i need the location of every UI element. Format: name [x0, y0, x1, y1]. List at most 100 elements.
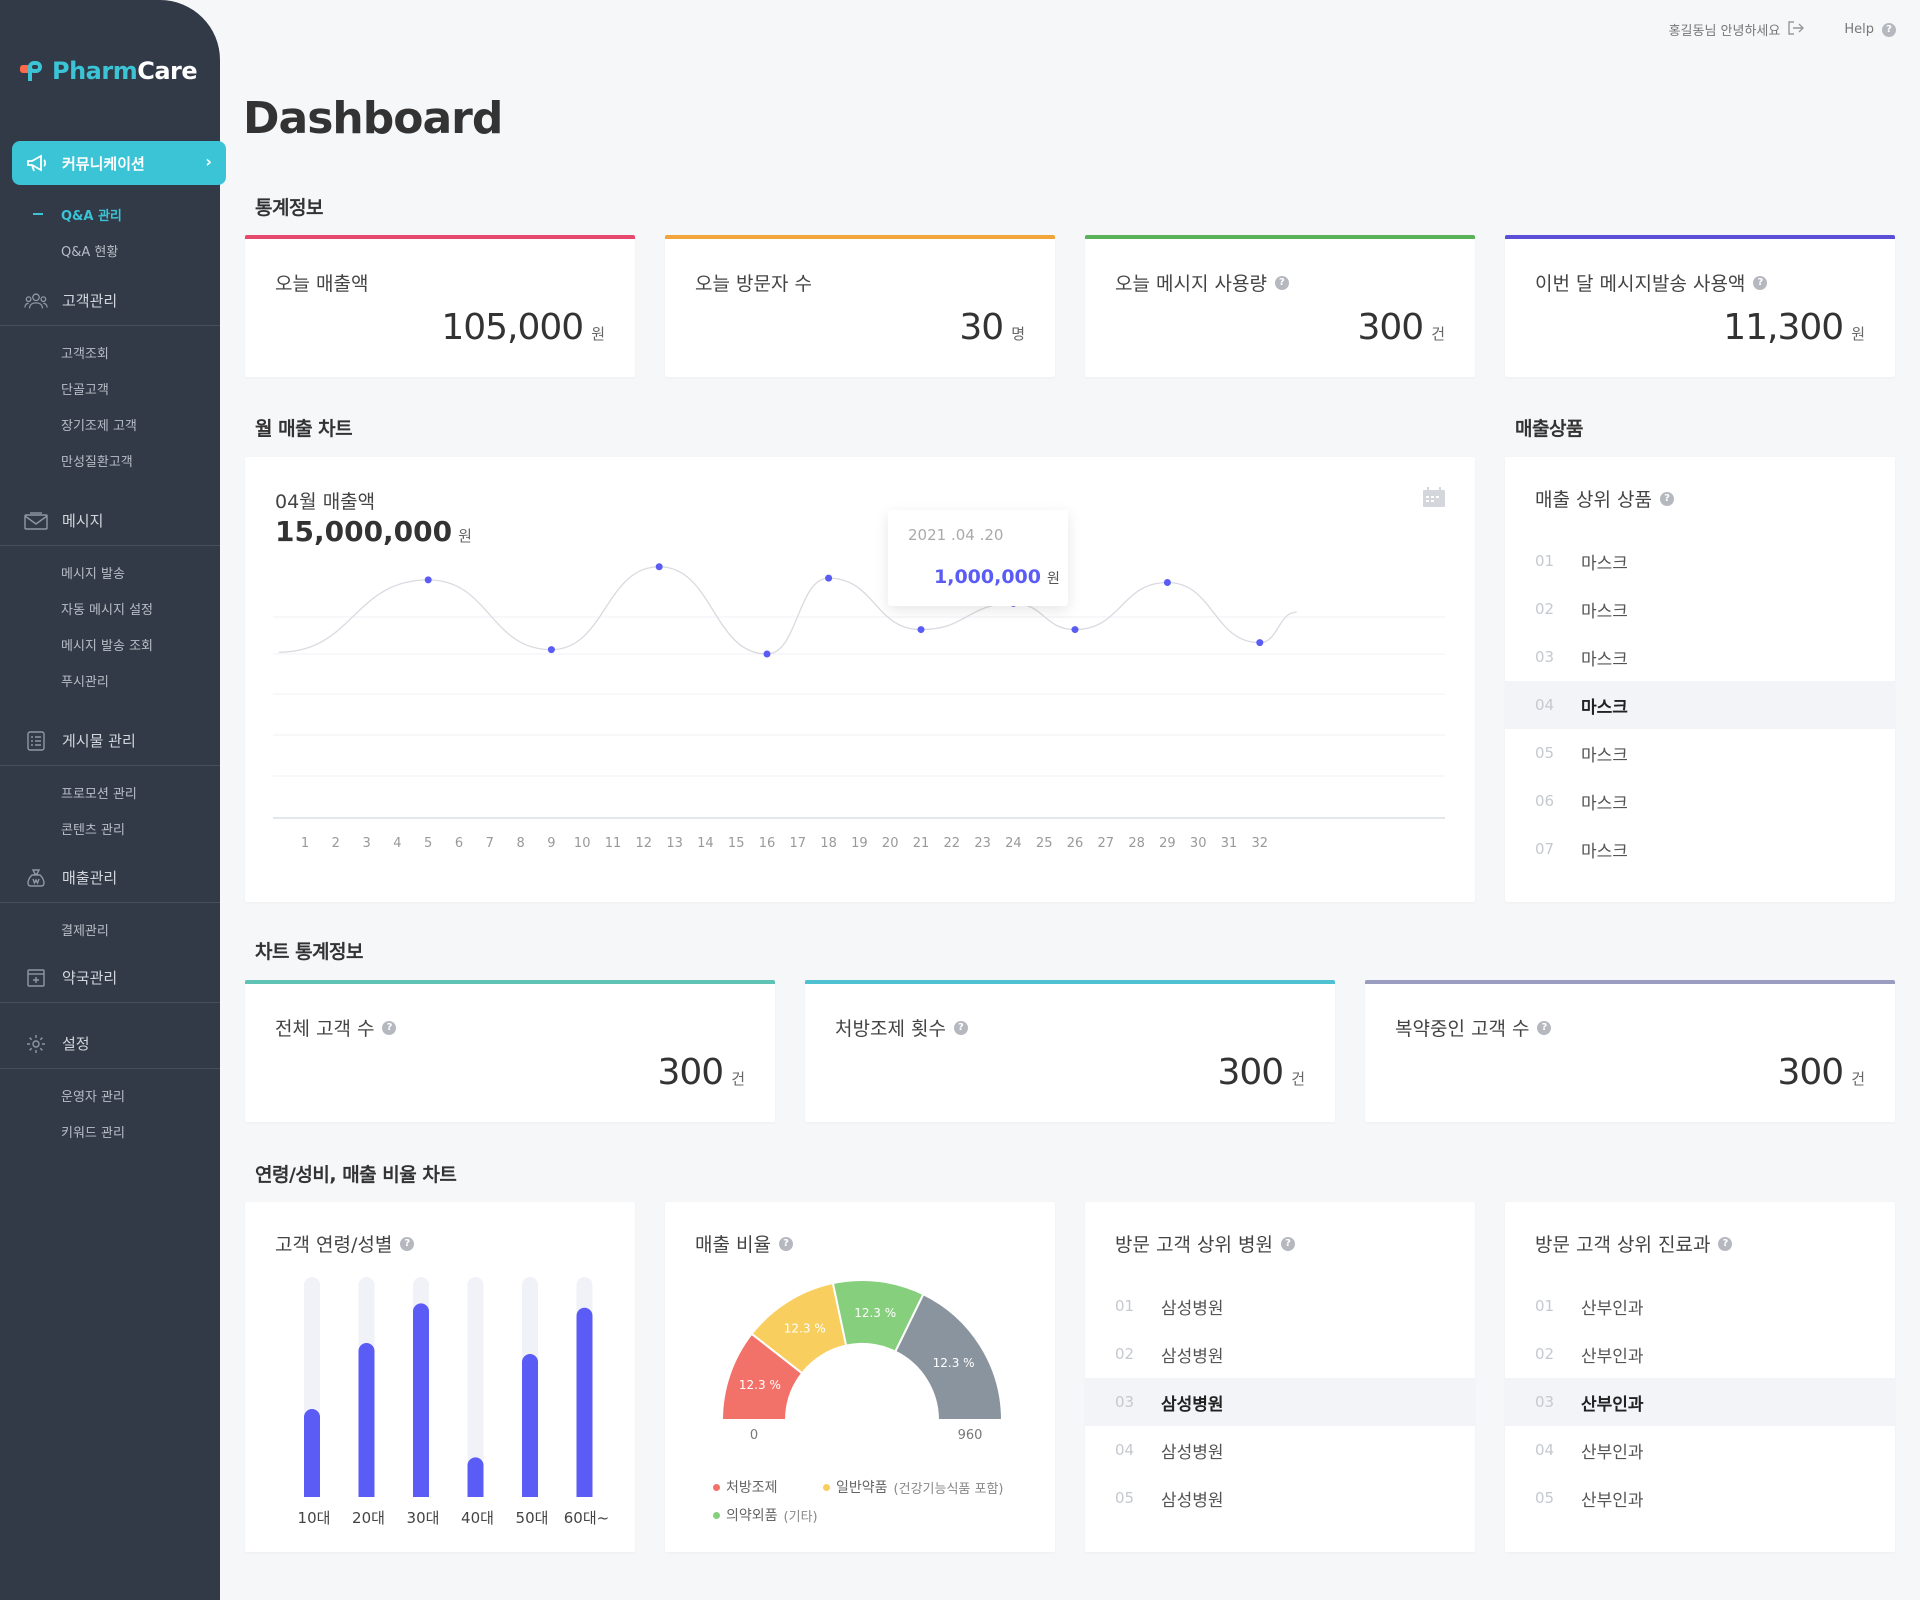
section-title-top-products: 매출상품 [1515, 418, 1583, 440]
x-tick-label: 5 [424, 836, 432, 851]
sidebar-subitem[interactable]: 만성질환고객 [61, 455, 133, 470]
help-icon[interactable]: ? [400, 1236, 415, 1251]
list-item[interactable]: 05 마스크 [1505, 729, 1895, 777]
rank-name: 마스크 [1581, 697, 1628, 718]
sidebar-subitem[interactable]: 운영자 관리 [61, 1090, 125, 1105]
list-item[interactable]: 01 마스크 [1505, 537, 1895, 585]
stat-value: 30 명 [959, 307, 1025, 348]
x-tick-label: 20대 [352, 1509, 385, 1527]
legend-item: 일반약품 (건강기능식품 포함) [823, 1477, 1004, 1497]
help-icon[interactable]: ? [1537, 1020, 1552, 1035]
segment-value-label: 12.3 % [854, 1306, 896, 1320]
rank-number: 06 [1535, 792, 1555, 810]
list-item[interactable]: 04 마스크 [1505, 681, 1895, 729]
legend-item: 처방조제 [713, 1477, 778, 1497]
legend-label: 의약외품 [726, 1508, 778, 1524]
card-title: 고객 연령/성별? [275, 1230, 415, 1257]
stat-value: 300 건 [1217, 1052, 1305, 1093]
data-point [1071, 626, 1079, 634]
list-item[interactable]: 03 마스크 [1505, 633, 1895, 681]
stat-label: 이번 달 메시지발송 사용액? [1535, 269, 1768, 296]
rank-name: 삼성병원 [1161, 1346, 1224, 1367]
sidebar-subitem[interactable]: 고객조회 [61, 347, 109, 362]
rank-name: 마스크 [1581, 793, 1628, 814]
help-icon[interactable]: ? [1753, 275, 1768, 290]
user-greeting[interactable]: 홍길동님 안녕하세요 [1669, 20, 1805, 39]
sidebar-subitem-qa-manage[interactable]: Q&A 관리 [61, 209, 122, 224]
list-item[interactable]: 07 마스크 [1505, 825, 1895, 873]
x-tick-label: 20 [882, 836, 899, 851]
sidebar-subitem[interactable]: 단골고객 [61, 383, 109, 398]
list-item[interactable]: 06 마스크 [1505, 777, 1895, 825]
x-tick-label: 32 [1252, 836, 1269, 851]
list-item[interactable]: 02 삼성병원 [1085, 1330, 1475, 1378]
logout-icon[interactable] [1788, 20, 1805, 39]
sidebar-subitem[interactable]: 자동 메시지 설정 [61, 603, 153, 618]
x-tick-label: 9 [547, 836, 555, 851]
list-item[interactable]: 01 삼성병원 [1085, 1282, 1475, 1330]
users-icon [24, 291, 48, 311]
help-icon[interactable]: ? [1659, 491, 1674, 506]
section-title-monthly-chart: 월 매출 차트 [255, 418, 353, 440]
list-item[interactable]: 03 삼성병원 [1085, 1378, 1475, 1426]
rank-name: 산부인과 [1581, 1298, 1644, 1319]
x-tick-label: 25 [1036, 836, 1053, 851]
calendar-icon[interactable] [1423, 487, 1445, 507]
help-icon[interactable]: ? [778, 1236, 793, 1251]
rank-name: 산부인과 [1581, 1394, 1644, 1415]
sidebar-item-label: 설정 [62, 1035, 90, 1053]
sidebar-subitem[interactable]: 콘텐츠 관리 [61, 823, 125, 838]
sidebar-item-posts[interactable]: 게시물 관리 [0, 716, 220, 766]
rank-number: 07 [1535, 840, 1555, 858]
list-item[interactable]: 05 삼성병원 [1085, 1474, 1475, 1522]
sidebar-subitem[interactable]: 메시지 발송 [61, 567, 125, 582]
sidebar-item-label: 메시지 [62, 512, 104, 530]
sidebar-item-communication[interactable]: 커뮤니케이션 › [12, 141, 226, 185]
sidebar-subitem[interactable]: 메시지 발송 조회 [61, 639, 153, 654]
list-item[interactable]: 03 산부인과 [1505, 1378, 1895, 1426]
tooltip-number: 1,000,000 [934, 566, 1041, 588]
help-icon[interactable]: ? [1280, 1236, 1295, 1251]
help-icon[interactable]: ? [1718, 1236, 1733, 1251]
x-tick-label: 12 [636, 836, 653, 851]
sidebar-subitem[interactable]: 장기조제 고객 [61, 419, 137, 434]
sidebar-subitem[interactable]: 결제관리 [61, 924, 109, 939]
sidebar-item-messages[interactable]: 메시지 [0, 496, 220, 546]
list-item[interactable]: 02 산부인과 [1505, 1330, 1895, 1378]
stat-card-total-customers: 전체 고객 수? 300 건 [245, 980, 775, 1122]
sidebar-item-label: 약국관리 [62, 969, 118, 987]
sidebar-subitem-qa-status[interactable]: Q&A 현황 [61, 245, 119, 260]
rank-number: 05 [1535, 744, 1555, 762]
stat-label-text: 이번 달 메시지발송 사용액 [1535, 273, 1746, 295]
card-title-text: 매출 상위 상품 [1535, 489, 1652, 511]
sidebar-item-settings[interactable]: 설정 [0, 1019, 220, 1069]
x-tick-label: 50대 [516, 1509, 549, 1527]
list-item[interactable]: 02 마스크 [1505, 585, 1895, 633]
data-point [763, 650, 771, 658]
x-tick-label: 10 [574, 836, 591, 851]
gauge-max-label: 960 [958, 1428, 983, 1443]
help-icon[interactable]: ? [1274, 275, 1289, 290]
rank-number: 01 [1535, 552, 1555, 570]
card-title: 매출 상위 상품? [1535, 485, 1674, 512]
help-link[interactable]: Help ? [1844, 22, 1896, 37]
sidebar-subitem[interactable]: 푸시관리 [61, 675, 109, 690]
stat-label: 복약중인 고객 수? [1395, 1014, 1552, 1041]
stat-unit: 건 [1291, 1070, 1305, 1088]
logo[interactable]: PharmCare [20, 57, 198, 85]
help-icon[interactable]: ? [382, 1020, 397, 1035]
help-icon[interactable]: ? [953, 1020, 968, 1035]
sidebar-subitem[interactable]: 프로모션 관리 [61, 787, 137, 802]
list-item[interactable]: 04 산부인과 [1505, 1426, 1895, 1474]
list-item[interactable]: 04 삼성병원 [1085, 1426, 1475, 1474]
sidebar-item-customers[interactable]: 고객관리 [0, 276, 220, 326]
sidebar-item-pharmacy[interactable]: 약국관리 [0, 953, 220, 1003]
sidebar-item-label: 매출관리 [62, 869, 118, 887]
stat-value: 105,000 원 [441, 307, 605, 348]
sidebar-subitem[interactable]: 키워드 관리 [61, 1126, 125, 1141]
x-tick-label: 14 [697, 836, 714, 851]
data-point [1163, 578, 1171, 586]
list-item[interactable]: 05 산부인과 [1505, 1474, 1895, 1522]
sidebar-item-sales[interactable]: 매출관리 [0, 853, 220, 903]
list-item[interactable]: 01 산부인과 [1505, 1282, 1895, 1330]
